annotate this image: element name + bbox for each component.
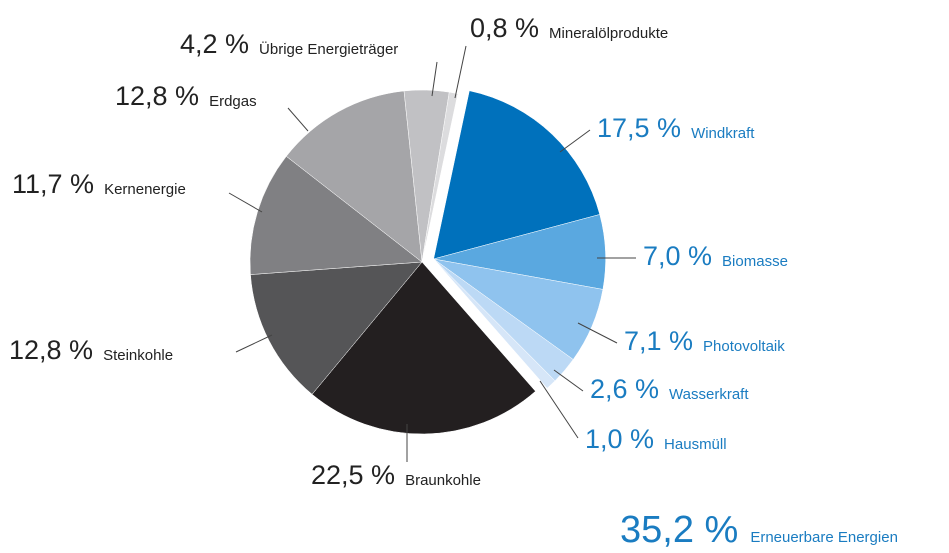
leader-line [539, 380, 579, 439]
category-label: Biomasse [722, 253, 788, 270]
value-label: 17,5 % [597, 113, 681, 143]
summary-value: 35,2 % [620, 509, 738, 551]
category-label: Erdgas [209, 93, 257, 110]
value-label: 2,6 % [590, 374, 659, 404]
slice [249, 155, 423, 275]
value-label: 4,2 % [180, 29, 249, 59]
leader-line [431, 61, 438, 97]
slice [433, 258, 556, 389]
value-label: 12,8 % [9, 335, 93, 365]
leader-line [235, 334, 273, 353]
leader-line [287, 107, 309, 132]
summary-label: Erneuerbare Energien [750, 529, 898, 546]
category-label: Kernenergie [104, 181, 186, 198]
value-label: 12,8 % [115, 81, 199, 111]
slice [433, 90, 601, 260]
slice [285, 90, 423, 263]
value-label: 22,5 % [311, 460, 395, 490]
category-label: Steinkohle [103, 347, 173, 364]
slice [311, 261, 536, 435]
slice [250, 261, 423, 395]
slice [421, 91, 459, 263]
category-label: Mineralölprodukte [549, 25, 668, 42]
value-label: 7,1 % [624, 326, 693, 356]
leader-line [577, 322, 618, 344]
pie [249, 89, 606, 435]
category-label: Photovoltaik [703, 338, 785, 355]
leader-line [559, 129, 591, 153]
category-label: Windkraft [691, 125, 755, 142]
value-label: 1,0 % [585, 424, 654, 454]
category-label: Braunkohle [405, 472, 481, 489]
value-label: 0,8 % [470, 13, 539, 43]
value-label: 11,7 % [12, 169, 94, 199]
leader-line [228, 192, 263, 213]
category-label: Hausmüll [664, 436, 727, 453]
category-label: Wasserkraft [669, 386, 749, 403]
category-label: Übrige Energieträger [259, 40, 398, 58]
leader-line [454, 45, 467, 99]
labels: 17,5 % Windkraft 7,0 % Biomasse 7,1 % Photovo… [9, 13, 788, 490]
value-label: 7,0 % [643, 241, 712, 271]
leader-line [553, 369, 584, 392]
